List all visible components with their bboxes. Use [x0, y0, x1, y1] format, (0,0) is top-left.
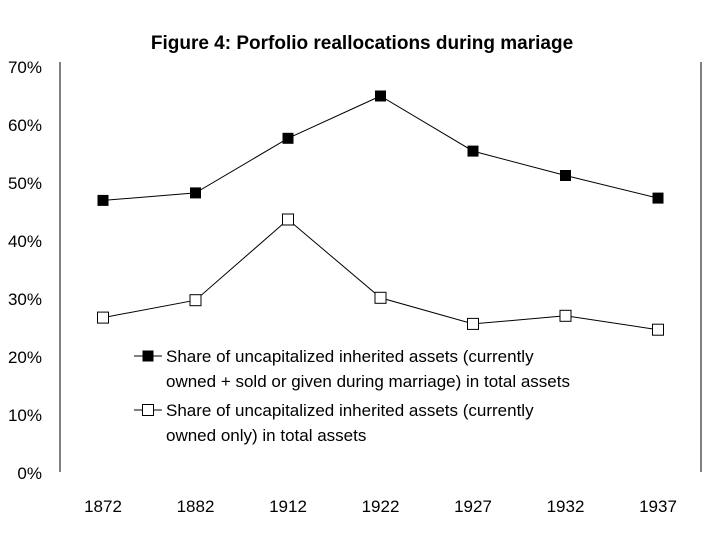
series-2	[97, 213, 664, 336]
y-tick-label: 70%	[8, 58, 42, 77]
legend: Share of uncapitalized inherited assets …	[134, 347, 570, 445]
x-tick-label: 1937	[639, 497, 677, 516]
y-tick-label: 50%	[8, 174, 42, 193]
data-point	[190, 187, 201, 199]
x-tick-label: 1932	[547, 497, 585, 516]
data-point	[375, 90, 386, 102]
data-point	[374, 291, 387, 304]
y-axis-ticks: 0% 10% 20% 30% 40% 50% 60% 70%	[8, 58, 42, 483]
series-line	[102, 218, 659, 331]
chart-title: Figure 4: Porfolio reallocations during …	[151, 33, 573, 54]
y-tick-label: 40%	[8, 232, 42, 251]
series-line	[102, 95, 659, 201]
data-point	[652, 323, 664, 336]
series-1	[97, 90, 664, 206]
legend-marker	[142, 404, 154, 416]
data-point	[282, 132, 294, 144]
legend-item: Share of uncapitalized inherited assets …	[134, 347, 570, 391]
x-tick-label: 1927	[454, 497, 492, 516]
legend-marker	[142, 350, 154, 362]
x-tick-label: 1882	[177, 497, 215, 516]
legend-item: Share of uncapitalized inherited assets …	[134, 401, 534, 445]
x-tick-label: 1872	[84, 497, 122, 516]
legend-label: owned only) in total assets	[166, 426, 366, 445]
y-tick-label: 60%	[8, 116, 42, 135]
data-point	[97, 194, 109, 206]
data-point	[467, 317, 479, 330]
legend-label: Share of uncapitalized inherited assets …	[166, 347, 534, 366]
x-axis-ticks: 1872 1882 1912 1922 1927 1932 1937	[84, 497, 677, 516]
y-tick-label: 0%	[17, 464, 42, 483]
data-point	[97, 311, 109, 324]
y-tick-label: 20%	[8, 348, 42, 367]
x-tick-label: 1912	[269, 497, 307, 516]
data-point	[467, 145, 479, 157]
data-point	[652, 192, 664, 204]
data-point	[559, 309, 572, 322]
legend-label: owned + sold or given during marriage) i…	[166, 372, 570, 391]
data-point	[189, 294, 202, 307]
y-tick-label: 10%	[8, 406, 42, 425]
data-point	[282, 213, 294, 226]
y-tick-label: 30%	[8, 290, 42, 309]
legend-label: Share of uncapitalized inherited assets …	[166, 401, 534, 420]
data-point	[560, 170, 571, 181]
series-layer	[97, 90, 664, 336]
x-tick-label: 1922	[362, 497, 400, 516]
